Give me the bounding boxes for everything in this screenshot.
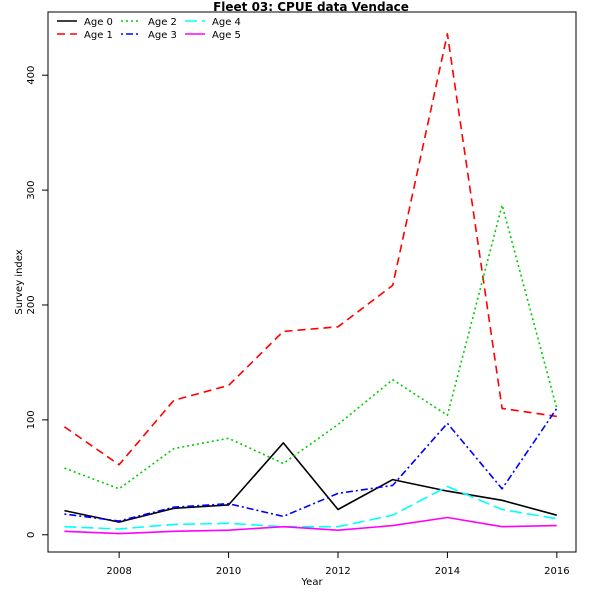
x-tick-label: 2012 xyxy=(325,566,350,577)
y-tick-label: 0 xyxy=(26,532,37,538)
y-axis-title: Survey index xyxy=(14,249,25,314)
plot-frame xyxy=(47,11,577,553)
legend-label: Age 3 xyxy=(148,30,177,41)
series-line-age-4 xyxy=(64,485,557,530)
legend-label: Age 0 xyxy=(84,17,113,28)
chart-title: Fleet 03: CPUE data Vendace xyxy=(213,0,409,14)
legend-label: Age 1 xyxy=(84,30,113,41)
x-tick-label: 2014 xyxy=(435,566,460,577)
x-tick-label: 2008 xyxy=(106,566,131,577)
x-axis-title: Year xyxy=(300,577,323,588)
x-tick-label: 2010 xyxy=(216,566,241,577)
y-tick-label: 300 xyxy=(26,181,37,200)
legend-label: Age 5 xyxy=(212,30,241,41)
y-tick-label: 400 xyxy=(26,66,37,85)
y-tick-label: 200 xyxy=(26,295,37,314)
series-line-age-5 xyxy=(64,516,557,535)
y-tick-label: 100 xyxy=(26,410,37,429)
series-line-age-0 xyxy=(64,442,558,523)
legend-label: Age 4 xyxy=(212,17,241,28)
series-line-age-3 xyxy=(64,407,558,522)
series-line-age-2 xyxy=(64,204,558,490)
legend-label: Age 2 xyxy=(148,17,177,28)
series-line-age-1 xyxy=(63,32,557,466)
x-tick-label: 2016 xyxy=(544,566,569,577)
